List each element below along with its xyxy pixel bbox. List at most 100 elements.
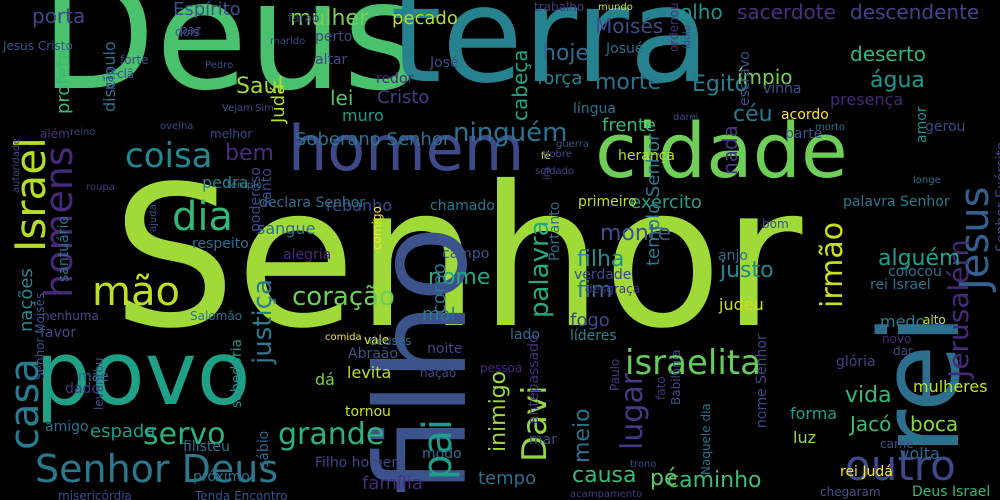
word-egito: Egito [692, 72, 749, 97]
word-reino: reino [70, 127, 96, 138]
word-homem: homem [288, 112, 525, 185]
word-outro: outro [845, 441, 956, 490]
word-santuário: santuário [56, 216, 72, 282]
word-nenhuma: nenhuma [42, 309, 99, 323]
word-sim: Sim [255, 103, 274, 114]
word-fim: fim [577, 278, 613, 303]
word-bem: bem [225, 141, 274, 166]
word-guerra: guerra [556, 139, 590, 150]
word-inimigo: inimigo [486, 370, 511, 452]
word-cristo: Cristo [377, 87, 430, 108]
word-naquele-dia: Naquele dia [699, 403, 713, 475]
word-povo: povo [35, 322, 251, 425]
word-cidade: cidade [595, 106, 848, 195]
word-templo: templo [227, 180, 263, 191]
word-mulheres: mulheres [913, 377, 988, 396]
word-herança: herança [618, 148, 675, 164]
word-lei: lei [330, 86, 354, 110]
word-poderoso: poderoso [248, 167, 264, 232]
word-dar: dar [893, 344, 913, 358]
word-rebanho: rebanho [326, 196, 393, 215]
word-moisés: Moisés [595, 14, 664, 38]
word-servo: servo [143, 417, 226, 452]
word-mar: mar [529, 432, 557, 448]
word-fé: fé [541, 151, 551, 162]
word-primeiro: primeiro [578, 194, 637, 210]
word-filha: filha [577, 247, 625, 272]
word-roupa: roupa [86, 182, 115, 193]
word-além: além [40, 127, 70, 141]
word-acordo: acordo [781, 107, 829, 123]
word-ídolo: ídolo [682, 24, 693, 49]
word-josué: Josué [606, 41, 644, 57]
word-deserto: deserto [850, 42, 927, 66]
word-alguém: alguém [878, 246, 961, 271]
word-deuses: deuses [369, 334, 412, 348]
word-escravo: escravo [737, 51, 753, 106]
word-sangue: sangue [257, 219, 316, 238]
word-darei: darei [673, 112, 699, 123]
word-pedra: pedra [202, 173, 249, 192]
word-espírito: Espírito [173, 0, 241, 20]
word-levita: levita [347, 363, 392, 382]
word-jacó: Jacó [850, 412, 892, 436]
word-dado: dado [65, 381, 100, 397]
word-ímpio: ímpio [737, 65, 793, 89]
word-ovelha: ovelha [160, 121, 194, 132]
word-soberano-senhor: Soberano Senhor [295, 129, 451, 150]
word-irmão: irmão [815, 221, 850, 308]
word-exército: exército [630, 192, 702, 213]
word-água: água [870, 68, 925, 93]
word-senhor: Senhor [112, 144, 803, 371]
word-salomão: Salomão [190, 309, 243, 323]
word-campo: campo [442, 246, 490, 262]
word-senhor-exército: Senhor Exército [994, 141, 1000, 252]
word-volta: volta [900, 444, 940, 463]
word-ordenou: ordenou [667, 2, 681, 52]
word-gerou: gerou [925, 119, 966, 135]
word-lado: lado [510, 327, 540, 343]
word-coisa: coisa [125, 136, 213, 176]
word-josé: José [430, 55, 459, 71]
word-mal: mal [422, 304, 456, 325]
word-forma: forma [790, 404, 838, 423]
word-pedro: Pedro [205, 60, 234, 71]
word-boca: boca [910, 412, 959, 436]
word-respeito: respeito [192, 236, 249, 252]
word-carne: carne [880, 437, 914, 451]
word-monte: monte [600, 221, 671, 246]
word-força: força [537, 68, 583, 89]
word-colocou: colocou [888, 264, 942, 280]
word-abraão: Abraão [348, 346, 398, 362]
word-rei-judá: rei Judá [840, 464, 893, 480]
word-próximo: próximo [193, 469, 250, 485]
word-babilônia: Babilônia [669, 349, 683, 405]
word-medo: medo [880, 312, 926, 331]
word-deus-israel: Deus Israel [912, 484, 991, 500]
word-portanto: Portanto [547, 201, 563, 261]
word-hoje: hoje [542, 41, 590, 66]
word-comigo: comigo [370, 206, 384, 250]
word-glória: glória [836, 354, 876, 370]
word-vejam: Vejam [222, 103, 253, 114]
word-misericórdia: misericórdia [58, 489, 132, 500]
word-anjo: anjo [718, 248, 748, 264]
word-ira: ira [542, 166, 553, 180]
word-trabalho: trabalho [534, 0, 585, 14]
word-desgraça: desgraça [585, 282, 641, 296]
word-terra: terra [390, 0, 711, 113]
word-grande: grande [278, 417, 385, 452]
word-israelita: israelita [625, 343, 761, 383]
word-favor: favor [40, 325, 77, 341]
word-justiça: justiça [248, 279, 278, 364]
word-vida: vida [845, 383, 892, 408]
word-dois: dois [175, 25, 200, 39]
word-paz: paz [180, 23, 202, 37]
word-corpo: corpo [429, 263, 450, 314]
word-luz: luz [793, 428, 816, 447]
word-muro: muro [342, 106, 384, 125]
word-pessoa: pessoa [480, 361, 523, 375]
word-sacerdote: sacerdote [737, 0, 836, 24]
word-filisteu: filisteu [183, 439, 230, 455]
word-chamado: chamado [430, 198, 495, 214]
